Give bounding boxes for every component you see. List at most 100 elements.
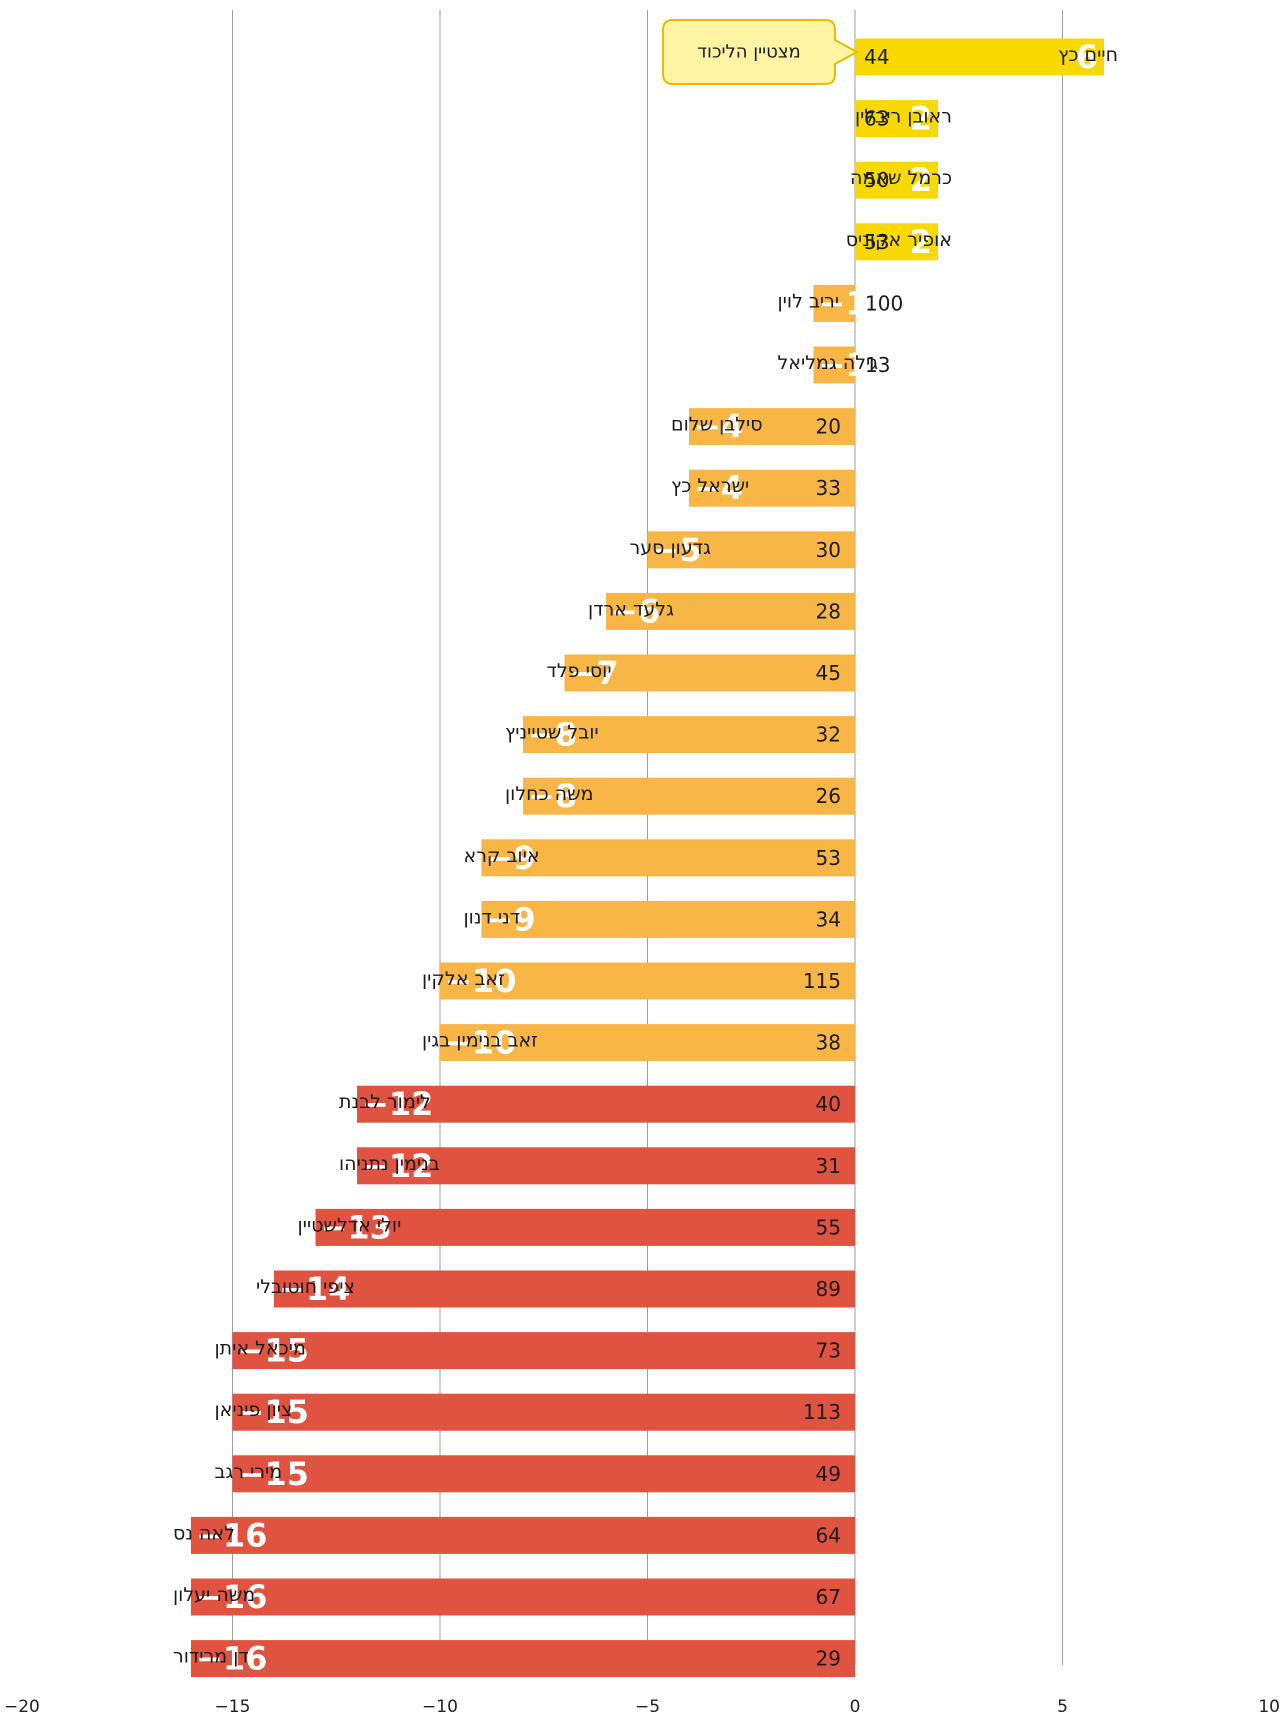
value-label: 45 [816,661,841,685]
change-label: 6 [1076,38,1098,76]
change-label: −5 [653,531,702,569]
name-label: ציפי חוטובלי [256,1276,355,1298]
change-label: −14 [279,1270,350,1308]
callout-box [662,19,860,85]
change-label: −9 [487,900,536,938]
x-tick-label: −15 [215,1697,251,1717]
name-label: ראובן ריבלין [855,106,952,128]
value-label: 44 [864,45,889,69]
change-label: −6 [611,592,660,630]
x-tick-label: 10 [1258,1697,1280,1717]
name-label: גדעון סער [630,537,712,559]
x-tick-label: 0 [850,1697,861,1717]
change-label: −10 [445,1024,516,1062]
value-label: 67 [816,1585,841,1609]
callout: מצטיין הליכוד [662,19,860,85]
bar [647,531,855,569]
x-axis-ticks: −20 −15 −10 −5 0 5 10 [4,1697,1280,1717]
change-label: −4 [694,469,743,507]
bar [481,900,855,938]
bar [315,1208,855,1246]
bar [689,469,855,507]
change-label: −15 [238,1455,309,1493]
name-label: כרמל שאמה [850,167,952,189]
bar [855,223,938,261]
name-label: משה כחלון [505,783,593,805]
value-label: 64 [816,1523,841,1547]
value-label: 50 [864,168,889,192]
name-label: מיכאל איתן [215,1338,306,1360]
change-label: −10 [445,962,516,1000]
value-label: 29 [816,1647,841,1671]
value-label: 13 [865,353,890,377]
value-label: 73 [816,1339,841,1363]
x-tick-label: 5 [1057,1697,1068,1717]
change-label: 2 [910,161,932,199]
value-label: 100 [865,291,903,315]
value-label: 53 [816,846,841,870]
name-label: יוסי פלד [547,660,612,682]
value-label: 28 [816,599,841,623]
name-label: לימור לבנת [339,1091,431,1113]
change-label: −15 [238,1332,309,1370]
bar [564,654,855,692]
value-label: 26 [816,784,841,808]
name-label: חיים כץ [1058,44,1118,66]
name-label: יובל שטייניץ [505,722,599,744]
value-label: 30 [816,538,841,562]
change-label: 2 [910,100,932,138]
bar [191,1516,855,1554]
x-tick-label: −20 [4,1697,40,1717]
name-label: משה יעלון [173,1584,255,1606]
bar [855,100,938,138]
change-label: −13 [321,1208,392,1246]
name-label: זאב בנימין בגין [422,1030,538,1052]
value-label: 20 [816,415,841,439]
value-label: 63 [864,107,889,131]
x-tick-label: −10 [422,1697,458,1717]
value-label: 34 [816,907,841,931]
value-label: 40 [816,1092,841,1116]
value-label: 32 [816,723,841,747]
value-label: 38 [816,1031,841,1055]
bar [813,284,855,322]
name-label: סילבן שלום [671,414,763,436]
bar [191,1578,855,1616]
bar [357,1085,855,1123]
name-label: דני דנון [464,906,521,928]
bar [689,408,855,446]
bar [440,1024,855,1062]
name-label: לאה נס [173,1522,235,1544]
bar [523,716,855,754]
name-label: יולי אדלשטיין [298,1214,402,1236]
change-label: −16 [196,1578,267,1616]
change-label: −8 [528,777,577,815]
change-label: −9 [487,839,536,877]
name-label: מירי רגב [215,1461,283,1483]
bar [855,161,938,199]
name-label: אופיר אקוניס [846,229,952,251]
value-label: 49 [816,1462,841,1486]
change-label: −8 [528,716,577,754]
name-label: בנימין נתניהו [339,1153,440,1175]
